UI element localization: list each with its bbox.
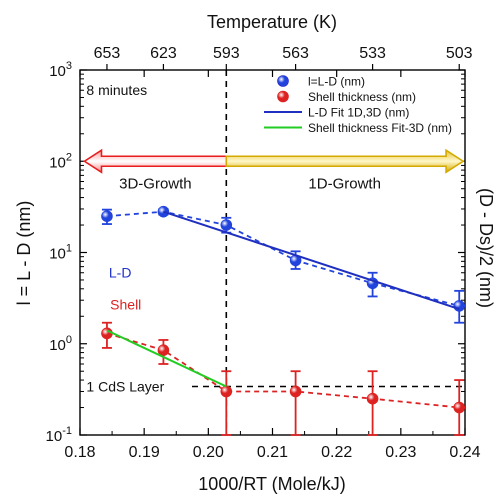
legend-marker: [277, 90, 289, 103]
y-tick-label: 100: [49, 334, 72, 354]
y-tick-exponent: -1: [62, 425, 72, 437]
top-tick-label: 563: [282, 45, 309, 62]
top-axis-title: Temperature (K): [207, 12, 337, 32]
data-point: [157, 344, 170, 356]
y-tick-exponent: 3: [66, 60, 72, 72]
y-tick-label: 10-1: [46, 425, 72, 445]
plot-area: [79, 69, 466, 436]
y-tick-base: 10: [49, 63, 66, 80]
y-tick-base: 10: [46, 428, 63, 445]
y-tick-base: 10: [49, 154, 66, 171]
top-tick-label: 503: [446, 45, 473, 62]
data-point: [220, 219, 233, 231]
data-point: [366, 392, 379, 405]
top-tick-label: 623: [150, 45, 177, 62]
legend-label: Shell thickness Fit-3D (nm): [308, 121, 452, 135]
fit-lines: [106, 210, 460, 388]
x-tick-label: 0.18: [64, 444, 95, 461]
y-tick-label: 103: [49, 60, 72, 80]
growth-arrow-label: 3D-Growth: [119, 175, 192, 192]
y-tick-base: 10: [49, 337, 66, 354]
legend-label: l=L-D (nm): [308, 75, 365, 89]
data-point: [220, 385, 233, 398]
x-tick-label: 0.20: [193, 444, 224, 461]
y-tick-exponent: 0: [66, 334, 72, 346]
legend: l=L-D (nm)Shell thickness (nm) L-D Fit 1D…: [264, 75, 452, 135]
legend-marker: [277, 75, 289, 87]
top-tick-label: 653: [94, 45, 121, 62]
y-axis-title-right: (D - Ds)/2 (nm): [476, 188, 496, 308]
growth-arrow-label: 1D-Growth: [308, 175, 381, 192]
x-axis-title: 1000/RT (Mole/kJ): [198, 474, 345, 494]
y-tick-label: 102: [49, 151, 72, 171]
axis-ticks: 0.18 0.19 0.20 0.21 0.22 0.23 0.24 653 623 593 563…: [46, 45, 481, 461]
growth-arrow: [225, 148, 465, 174]
growth-arrow: [83, 148, 228, 174]
y-tick-exponent: 1: [66, 243, 72, 255]
annotation-label: L-D: [109, 265, 132, 281]
y-tick-exponent: 2: [66, 151, 72, 163]
annotation-label: Shell: [110, 296, 141, 312]
legend-label: L-D Fit 1D,3D (nm): [308, 106, 409, 120]
data-point: [289, 385, 302, 398]
top-tick-label: 593: [213, 45, 240, 62]
y-axis-title-left: l = L - D (nm): [14, 201, 34, 306]
x-tick-label: 0.21: [257, 444, 288, 461]
fit-line: [106, 329, 227, 388]
data-point: [101, 327, 113, 340]
data-point: [453, 401, 466, 414]
x-tick-label: 0.19: [129, 444, 160, 461]
series-dashed-line: [106, 210, 460, 307]
x-tick-label: 0.22: [321, 444, 352, 461]
fit-line: [163, 210, 460, 311]
top-tick-label: 533: [359, 45, 386, 62]
y-tick-base: 10: [49, 246, 66, 263]
data-point: [101, 210, 113, 222]
growth-arrows: 3D-Growth 1D-Growth: [83, 148, 465, 192]
y-tick-label: 101: [49, 243, 72, 263]
series-dashed-line: [106, 332, 460, 409]
x-tick-label: 0.23: [385, 444, 416, 461]
reference-lines: [192, 70, 465, 435]
annotations: 8 minutes L-D Shell 1 CdS Layer: [86, 82, 164, 394]
data-point: [453, 300, 466, 312]
annotation-label: 1 CdS Layer: [86, 379, 164, 395]
x-tick-label: 0.24: [449, 444, 480, 461]
legend-label: Shell thickness (nm): [308, 90, 416, 104]
annotation-label: 8 minutes: [86, 82, 147, 98]
